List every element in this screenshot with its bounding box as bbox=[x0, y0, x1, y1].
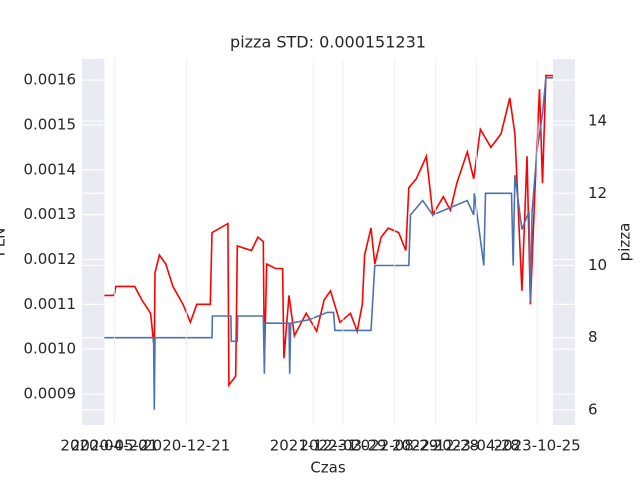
x-tick-label: 2020-04-20 bbox=[60, 437, 147, 455]
y-tick-label: 0.0011 bbox=[24, 295, 77, 313]
y-tick-label: 0.0015 bbox=[24, 115, 77, 133]
x-tick-label: 2022-12-28 bbox=[392, 437, 479, 455]
x-tick-label: 2022-03-29 bbox=[299, 437, 386, 455]
x-tick-label: 2020-12-21 bbox=[143, 437, 230, 455]
x-tick-label: 2023-04-28 bbox=[433, 437, 520, 455]
series-line bbox=[104, 74, 553, 388]
plot-area bbox=[104, 59, 553, 425]
y2-tick-label: 8 bbox=[588, 328, 598, 346]
y-tick-label: 0.0014 bbox=[24, 160, 77, 178]
y-tick-label: 0.0009 bbox=[24, 385, 77, 403]
x-tick-label: 2020-05-21 bbox=[71, 437, 158, 455]
y2-tick-label: 12 bbox=[588, 184, 607, 202]
y-tick-label: 0.0016 bbox=[24, 71, 77, 89]
y2-tick-label: 10 bbox=[588, 256, 607, 274]
y-tick-label: 0.0010 bbox=[24, 340, 77, 358]
y2-axis-label: pizza bbox=[616, 223, 634, 262]
series-line bbox=[104, 77, 553, 410]
x-tick-label: 2023-10-25 bbox=[494, 437, 581, 455]
y-tick-label: 0.0013 bbox=[24, 205, 77, 223]
chart-title: pizza STD: 0.000151231 bbox=[230, 33, 426, 52]
x-axis-label: Czas bbox=[310, 459, 346, 477]
x-tick-label: 2021-12-31 bbox=[270, 437, 357, 455]
y-axis-label: PLN bbox=[0, 228, 9, 257]
y2-tick-label: 6 bbox=[588, 400, 598, 418]
x-tick-label: 2022-08-29 bbox=[351, 437, 438, 455]
y-tick-label: 0.0012 bbox=[24, 250, 77, 268]
y2-tick-label: 14 bbox=[588, 112, 607, 130]
